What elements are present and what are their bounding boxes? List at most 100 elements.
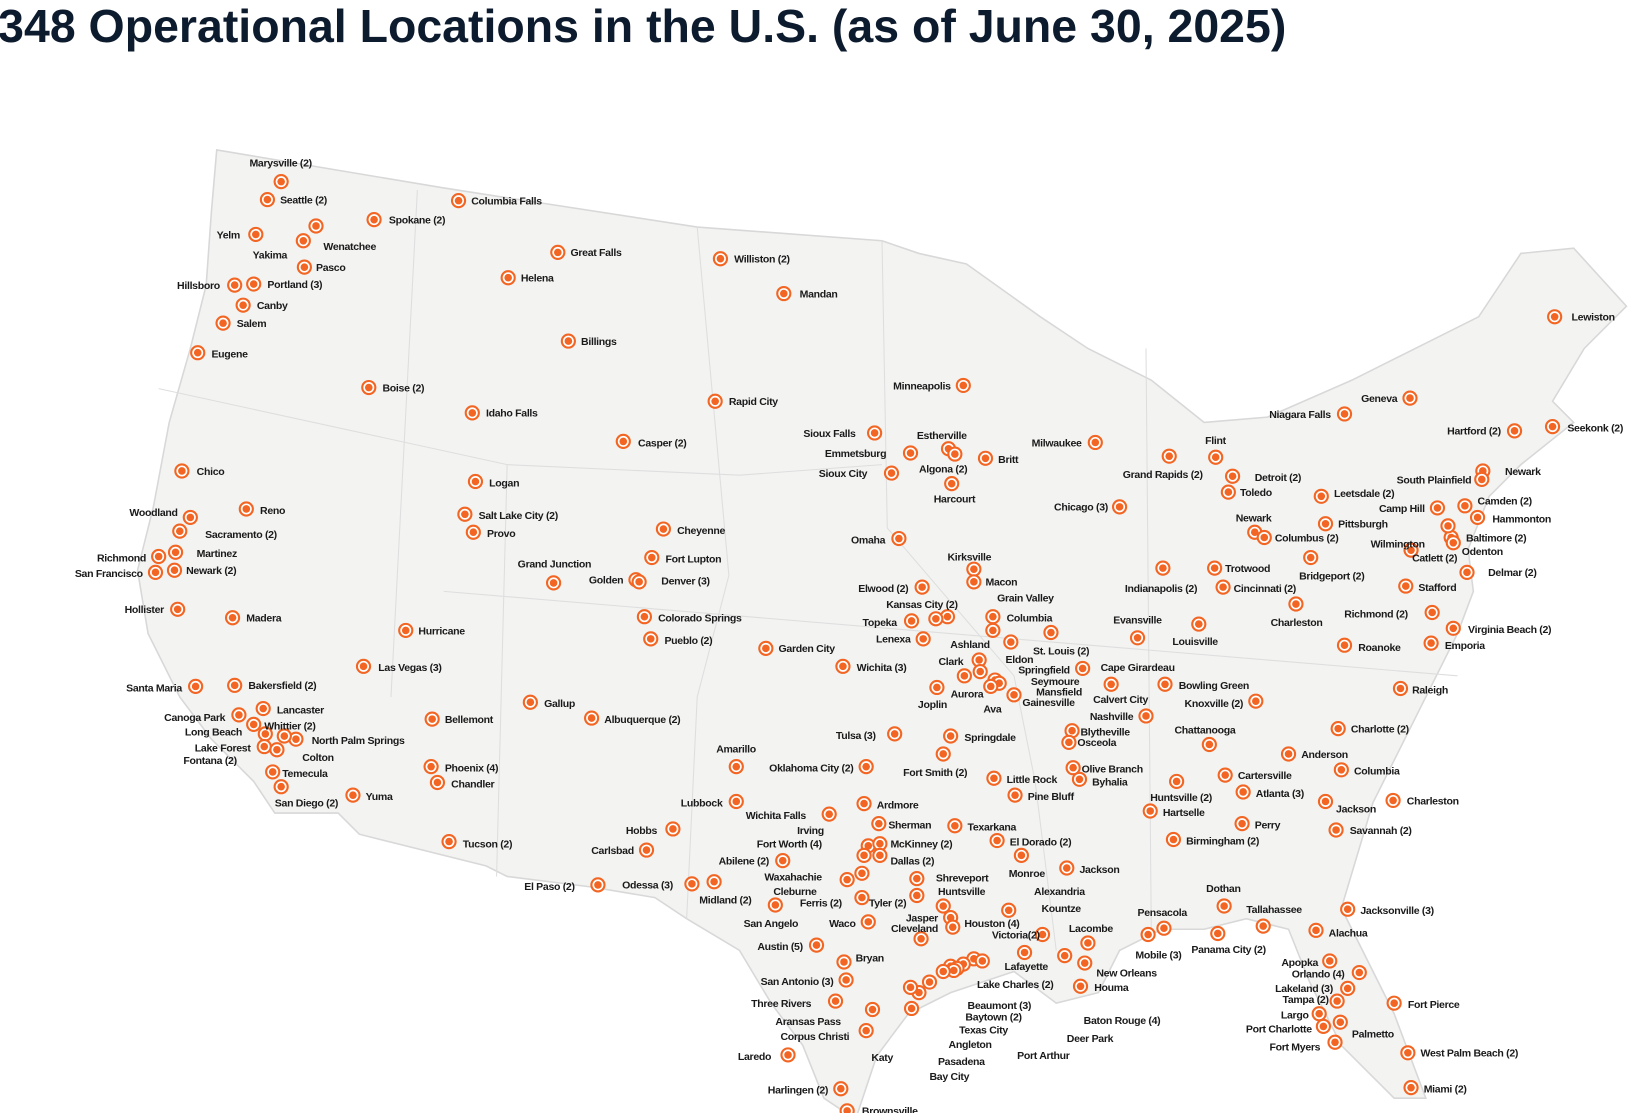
marker-dot <box>427 762 435 771</box>
location-label: Huntsville (2) <box>1150 792 1212 804</box>
location-label: Blytheville <box>1081 727 1131 739</box>
marker-dot <box>918 583 926 591</box>
location-marker <box>1075 660 1091 677</box>
marker-dot <box>1390 999 1398 1007</box>
location-label: Dothan <box>1206 883 1240 895</box>
marker-dot <box>1115 503 1124 511</box>
location-label: Phoenix (4) <box>445 763 498 775</box>
location-label: Hillsboro <box>177 280 221 292</box>
location-label: Logan <box>489 477 519 489</box>
marker-dot <box>1007 638 1015 646</box>
location-label: Aransas Pass <box>775 1016 841 1028</box>
location-marker <box>839 1103 855 1113</box>
location-label: Estherville <box>917 430 967 442</box>
marker-dot <box>932 615 940 623</box>
marker-dot <box>1047 628 1055 637</box>
location-label: Newark <box>1236 512 1272 524</box>
marker-dot <box>939 967 948 976</box>
location-label: Albuquerque (2) <box>604 714 680 726</box>
marker-dot <box>970 565 978 573</box>
location-label: New Orleans <box>1096 967 1157 979</box>
location-marker <box>224 610 241 626</box>
marker-dot <box>978 957 987 965</box>
marker-dot <box>1062 864 1071 872</box>
location-label: Bellemont <box>445 714 494 726</box>
marker-dot <box>862 1026 870 1035</box>
location-label: Jasper <box>906 912 938 924</box>
location-markers <box>147 174 1563 1113</box>
location-marker <box>1317 793 1334 810</box>
location-label: Lancaster <box>277 704 324 716</box>
marker-dot <box>219 319 227 327</box>
location-marker <box>1217 767 1233 783</box>
location-marker <box>259 191 276 208</box>
marker-dot <box>299 236 308 245</box>
location-marker <box>902 445 919 461</box>
location-marker <box>147 564 164 580</box>
location-marker <box>441 834 457 850</box>
marker-dot <box>564 337 573 345</box>
location-marker <box>644 549 660 566</box>
location-marker <box>1315 1018 1332 1035</box>
marker-dot <box>191 682 200 691</box>
location-marker <box>1336 637 1353 653</box>
marker-dot <box>242 505 251 513</box>
location-marker <box>867 425 883 441</box>
location-marker <box>235 297 251 313</box>
marker-dot <box>831 997 840 1005</box>
marker-dot <box>990 774 998 783</box>
location-marker <box>883 465 900 481</box>
marker-dot <box>151 568 160 577</box>
location-label: Houma <box>1094 982 1129 994</box>
location-marker <box>1140 926 1156 943</box>
location-marker <box>1506 423 1523 439</box>
location-label: Geneva <box>1361 393 1398 405</box>
marker-dot <box>445 837 453 846</box>
location-marker <box>821 806 837 822</box>
location-label: Colton <box>302 752 334 764</box>
marker-dot <box>917 934 925 943</box>
location-label: Bakersfield (2) <box>248 680 316 692</box>
location-marker <box>909 870 925 887</box>
location-marker <box>986 770 1002 786</box>
marker-dot <box>1250 528 1259 537</box>
location-marker <box>1142 803 1158 819</box>
location-marker <box>631 574 647 590</box>
location-marker <box>974 953 990 969</box>
location-label: Austin (5) <box>757 941 802 953</box>
location-label: Seymoure <box>1031 676 1080 688</box>
marker-dot <box>526 698 535 707</box>
marker-dot <box>948 923 957 931</box>
marker-dot <box>1449 538 1458 547</box>
marker-dot <box>312 222 320 230</box>
location-label: Huntsville <box>938 886 986 898</box>
marker-dot <box>549 579 558 587</box>
marker-dot <box>1260 533 1269 542</box>
location-label: Las Vegas (3) <box>378 662 441 674</box>
location-label: Lewiston <box>1572 312 1615 324</box>
location-marker <box>1329 993 1345 1009</box>
location-label: Amarillo <box>716 744 757 756</box>
location-label: Woodland <box>129 507 177 519</box>
location-label: Camden (2) <box>1478 495 1532 507</box>
location-label: Wenatchee <box>323 241 376 253</box>
location-label: Beaumont (3) <box>968 1000 1032 1012</box>
location-label: Whittier (2) <box>264 720 315 732</box>
location-marker <box>1317 516 1334 532</box>
marker-dot <box>843 875 851 884</box>
location-marker <box>1138 708 1154 724</box>
location-marker <box>1001 902 1017 918</box>
marker-dot <box>887 469 896 477</box>
location-label: Casper (2) <box>638 437 686 449</box>
location-label: Lubbock <box>681 797 723 809</box>
location-label: Pueblo (2) <box>664 635 712 647</box>
marker-dot <box>259 704 267 713</box>
location-label: Largo <box>1281 1010 1310 1022</box>
marker-dot <box>349 791 357 799</box>
location-marker <box>915 631 931 647</box>
marker-dot <box>273 745 281 754</box>
marker-dot <box>277 782 285 791</box>
marker-dot <box>300 263 309 271</box>
marker-dot <box>619 437 628 446</box>
location-marker <box>1201 736 1217 753</box>
